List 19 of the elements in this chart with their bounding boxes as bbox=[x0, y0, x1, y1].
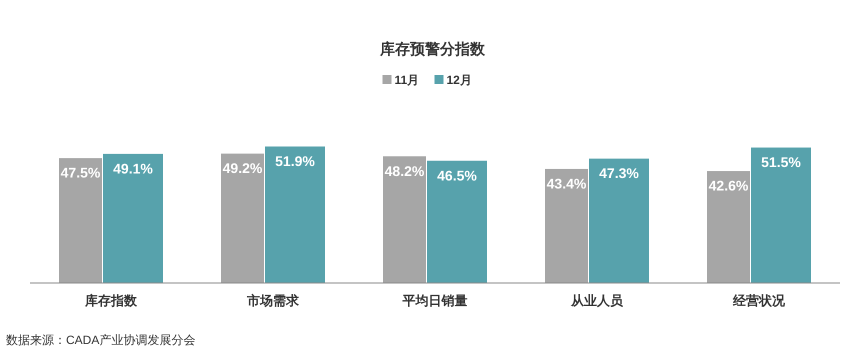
x-tick-label: 平均日销量 bbox=[402, 293, 468, 308]
data-label: 49.1% bbox=[113, 160, 154, 176]
data-label: 46.5% bbox=[437, 167, 478, 184]
x-tick-label: 从业人员 bbox=[570, 293, 624, 308]
legend-label: 11月 bbox=[394, 73, 420, 87]
data-label: 47.5% bbox=[60, 164, 101, 181]
data-label: 51.9% bbox=[275, 153, 316, 169]
data-label: 51.5% bbox=[761, 154, 802, 170]
source-note: 数据来源：CADA产业协调发展分会 bbox=[6, 333, 196, 347]
data-label: 43.4% bbox=[546, 175, 587, 192]
x-tick-label: 库存指数 bbox=[84, 293, 138, 308]
chart-title: 库存预警分指数 bbox=[379, 40, 486, 58]
data-label: 48.2% bbox=[384, 162, 425, 179]
data-label: 47.3% bbox=[599, 165, 640, 182]
x-tick-label: 市场需求 bbox=[246, 293, 300, 308]
legend-label: 12月 bbox=[446, 73, 472, 87]
data-label: 42.6% bbox=[708, 178, 749, 194]
data-label: 49.2% bbox=[222, 160, 263, 176]
x-tick-label: 经营状况 bbox=[732, 293, 786, 308]
